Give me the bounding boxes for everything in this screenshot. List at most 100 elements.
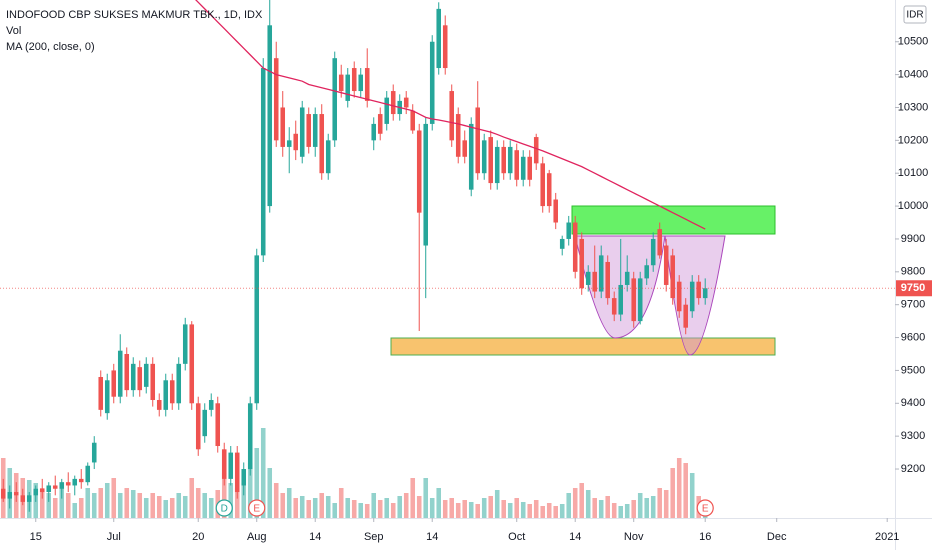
volume-bar: [345, 498, 351, 518]
candle-body: [650, 238, 656, 266]
volume-bar: [150, 493, 156, 518]
volume-bar: [624, 504, 630, 518]
volume-bar: [111, 478, 117, 518]
candle-body: [78, 478, 84, 483]
y-tick-label: 9300: [901, 430, 925, 442]
candle-body: [208, 400, 214, 410]
candle-body: [403, 97, 409, 108]
volume-bar: [325, 496, 331, 518]
drawings: [390, 205, 776, 356]
candle-body: [442, 25, 448, 69]
x-tick-label: 16: [699, 531, 711, 543]
y-tick-label: 9500: [901, 364, 925, 376]
volume-bar: [364, 504, 370, 518]
candle-body: [195, 403, 201, 450]
volume-bar: [442, 500, 448, 518]
candle-body: [501, 146, 506, 174]
candle-body: [163, 380, 169, 410]
volume-bar: [156, 496, 162, 518]
candle-body: [260, 68, 266, 256]
candle-body: [280, 107, 286, 147]
candle-body: [215, 403, 221, 447]
x-tick-label: 15: [30, 531, 42, 543]
event-label: E: [253, 504, 260, 515]
candle-body: [91, 442, 97, 463]
candle-body: [202, 409, 208, 437]
y-tick-label: 9600: [901, 331, 925, 343]
candle-body: [169, 380, 175, 404]
volume-bar: [663, 490, 669, 518]
event-label: E: [702, 504, 709, 515]
candle-body: [338, 74, 344, 92]
volume-bar: [553, 506, 558, 518]
volume-bar: [189, 478, 195, 518]
candle-body: [13, 492, 19, 496]
volume-bar: [143, 498, 149, 518]
volume-bar: [468, 502, 474, 518]
volume-bar: [592, 498, 597, 518]
volume-bar: [416, 496, 422, 518]
volume-bar: [585, 490, 591, 518]
x-tick-label: Aug: [247, 531, 267, 543]
candle-body: [137, 367, 143, 391]
volume-bar: [176, 493, 182, 518]
support-zone: [390, 337, 776, 356]
volume-bar: [182, 496, 188, 518]
candle-body: [683, 304, 688, 328]
volume-bar: [241, 483, 247, 518]
candle-body: [455, 114, 461, 157]
candle-body: [585, 271, 591, 285]
volume-bar: [208, 498, 214, 518]
candle-body: [124, 353, 130, 391]
volume-bar: [644, 498, 649, 518]
y-tick-label: 9200: [901, 463, 925, 475]
candle-body: [611, 298, 617, 315]
candle-body: [371, 123, 377, 141]
candle-body: [624, 271, 630, 285]
candle-body: [221, 449, 227, 479]
volume-bar: [280, 493, 286, 518]
volume-bar: [670, 468, 675, 518]
cup-shape: [664, 235, 726, 356]
volume-bar: [650, 496, 656, 518]
candle-body: [390, 91, 396, 115]
candle-body: [65, 482, 71, 486]
candle-body: [696, 281, 701, 299]
volume-bar: [228, 483, 234, 518]
volume-bar: [85, 488, 91, 518]
x-tick-label: 14: [569, 531, 581, 543]
legend-item: Vol: [6, 25, 21, 37]
candle-body: [39, 488, 45, 493]
last-price-label: 9750: [901, 282, 925, 294]
candle-body: [566, 222, 571, 239]
volume-bar: [130, 490, 136, 518]
candle-body: [598, 255, 604, 292]
candle-body: [312, 114, 318, 147]
volume-bar: [260, 428, 266, 518]
event-marker: [696, 499, 714, 517]
candle-body: [358, 74, 364, 92]
candle-body: [293, 133, 299, 151]
volume-bar: [273, 483, 279, 518]
candle-body: [384, 97, 390, 124]
candle-body: [156, 400, 162, 410]
volume-bar: [254, 448, 260, 518]
candle-body: [436, 8, 442, 69]
volume-bar: [397, 496, 403, 518]
event-marker: [248, 499, 266, 517]
volume-bar: [676, 458, 682, 518]
candle-body: [637, 278, 643, 322]
volume-bar: [358, 503, 364, 518]
volume-bar: [91, 493, 97, 518]
y-tick-label: 10300: [898, 101, 929, 113]
candle-body: [143, 363, 149, 387]
volume-bar: [436, 488, 442, 518]
candle-body: [553, 199, 558, 223]
currency-box: [903, 5, 927, 24]
candle-body: [377, 114, 383, 134]
candle-body: [605, 261, 610, 299]
candle-body: [559, 238, 565, 249]
candle-body: [247, 403, 253, 470]
volume-bar: [611, 503, 617, 518]
candle-body: [592, 271, 597, 292]
